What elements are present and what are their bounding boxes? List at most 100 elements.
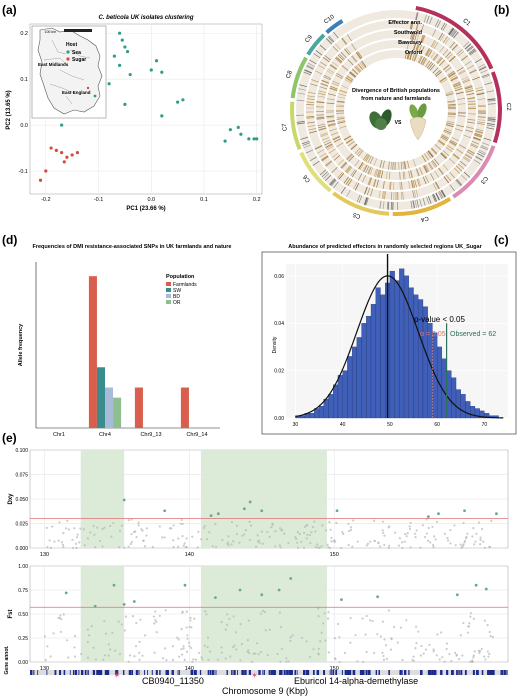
- histogram-bar: [394, 280, 400, 419]
- circos-track-tick: [327, 123, 336, 127]
- circos-track-tick: [415, 22, 419, 31]
- background-point: [287, 660, 290, 663]
- circos-track-tick: [318, 127, 327, 131]
- panel-c-alpha: α = 0.05: [420, 331, 446, 338]
- circos-track-tick: [411, 180, 414, 189]
- circos-track-tick: [336, 104, 345, 106]
- chromosome-label: C2: [505, 103, 511, 111]
- background-point: [145, 527, 149, 530]
- circos-track-tick: [351, 43, 357, 51]
- gene-block: [349, 670, 352, 675]
- circos-track-tick: [367, 166, 372, 175]
- circos-track-tick: [469, 50, 477, 56]
- background-point: [172, 545, 175, 549]
- circos-track-tick: [411, 21, 414, 30]
- circos-track-tick: [435, 192, 440, 201]
- circos-track-tick: [476, 93, 485, 96]
- density-curve: [295, 275, 504, 419]
- background-point: [445, 642, 448, 645]
- background-point: [162, 657, 165, 660]
- background-point: [138, 658, 141, 662]
- circos-track-tick: [440, 190, 445, 198]
- sea-point: [181, 98, 185, 102]
- background-point: [137, 521, 140, 524]
- circos-track-tick: [444, 37, 450, 45]
- circos-track-tick: [341, 162, 348, 169]
- background-point: [216, 658, 220, 661]
- circos-track-tick: [425, 48, 431, 56]
- background-point: [60, 541, 64, 544]
- circos-track-tick: [325, 38, 332, 45]
- panel-label-d: (d): [2, 233, 17, 247]
- background-point: [45, 526, 48, 529]
- circos-track-tick: [442, 23, 448, 31]
- map-label-east-midlands: East Midlands: [38, 62, 69, 67]
- circos-track-tick: [432, 183, 437, 191]
- circos-track-tick: [355, 182, 360, 191]
- background-point: [141, 529, 144, 532]
- circos-track-tick: [321, 136, 330, 141]
- background-point: [109, 524, 112, 528]
- background-point: [86, 640, 89, 644]
- circos-track-tick: [427, 150, 434, 158]
- circos-track-tick: [464, 84, 473, 89]
- circos-track-tick: [428, 162, 434, 170]
- gene-block: [263, 670, 265, 675]
- gene-block: [258, 670, 261, 675]
- histogram-bar: [356, 337, 362, 419]
- background-point: [469, 615, 472, 618]
- background-point: [319, 640, 322, 643]
- circos-track-tick: [481, 73, 490, 78]
- background-point: [232, 540, 235, 543]
- circos-track-tick: [320, 133, 329, 137]
- background-point: [320, 631, 323, 634]
- outlier-point: [289, 577, 293, 580]
- background-point: [118, 653, 122, 656]
- circos-track-tick: [368, 177, 372, 186]
- circos-track-tick: [469, 69, 477, 74]
- background-point: [389, 648, 393, 651]
- histogram-bar: [361, 323, 367, 419]
- circos-track-tick: [311, 79, 319, 83]
- background-point: [342, 532, 345, 536]
- gene-block: [451, 670, 454, 675]
- circos-track-tick: [296, 121, 305, 123]
- circos-track-tick: [438, 167, 444, 175]
- bar-farmlands-chr9_13: [134, 387, 143, 428]
- circos-track-tick: [454, 88, 463, 92]
- circos-track-tick: [403, 161, 406, 170]
- circos-track-tick: [326, 119, 335, 122]
- background-point: [412, 659, 415, 663]
- background-point: [291, 634, 294, 637]
- sugar-point: [49, 146, 53, 150]
- circos-track-tick: [439, 59, 446, 66]
- circos-track-tick: [457, 103, 466, 105]
- circos-track-tick: [418, 44, 422, 53]
- outlier-point: [112, 583, 116, 587]
- background-point: [86, 537, 89, 540]
- circos-track-tick: [323, 172, 330, 179]
- background-point: [327, 610, 330, 614]
- background-point: [206, 636, 210, 639]
- background-point: [309, 655, 312, 658]
- background-point: [405, 535, 408, 538]
- circos-track-tick: [475, 89, 484, 92]
- background-point: [203, 524, 206, 528]
- background-point: [82, 528, 85, 531]
- background-point: [57, 539, 60, 542]
- circos-track-tick: [319, 44, 327, 51]
- panel-e-gene-label: Gene annot.: [4, 645, 10, 675]
- gene-block: [408, 670, 410, 675]
- background-point: [62, 545, 65, 548]
- circos-track-tick: [431, 147, 438, 155]
- background-point: [317, 647, 320, 651]
- gene-block: [283, 670, 286, 675]
- gene-marker-icon: ✶: [114, 671, 121, 680]
- circos-track-tick: [419, 167, 423, 175]
- gene-block: [388, 670, 390, 675]
- circos-track-tick: [481, 142, 490, 146]
- gene-block: [488, 670, 490, 675]
- background-point: [180, 518, 183, 522]
- background-point: [424, 648, 428, 651]
- circos-track-tick: [331, 61, 339, 67]
